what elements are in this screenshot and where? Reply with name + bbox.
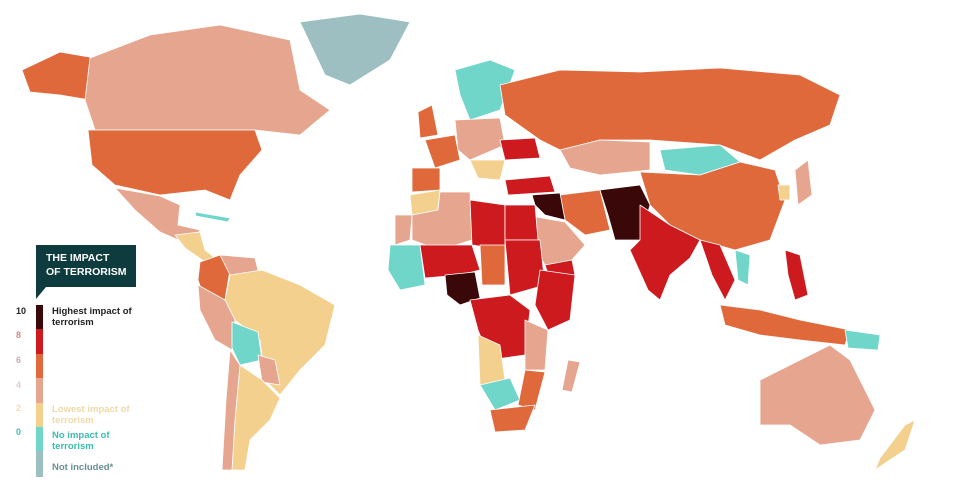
country-france <box>424 134 461 169</box>
country-india <box>629 204 701 301</box>
country-uk <box>417 104 439 139</box>
country-vietnam <box>734 249 751 286</box>
country-bolivia <box>231 321 263 366</box>
legend-title-line1: THE IMPACT <box>46 252 110 264</box>
country-australia <box>759 344 876 446</box>
country-cuba <box>194 211 231 223</box>
country-egypt <box>504 204 539 241</box>
legend-label-none: No impact of terrorism <box>52 430 110 452</box>
legend-label-highest: Highest impact of terrorism <box>52 306 132 328</box>
country-png <box>844 329 881 351</box>
country-myanmar-thailand <box>699 239 736 301</box>
legend-title: THE IMPACT OF TERRORISM <box>36 245 136 287</box>
country-philippines <box>784 249 809 301</box>
legend-tick-4: 4 <box>16 380 22 390</box>
country-chad <box>479 244 506 286</box>
country-libya <box>469 199 506 251</box>
country-greenland <box>299 13 411 86</box>
legend-color-bar <box>36 305 43 477</box>
country-ukraine <box>499 137 541 161</box>
country-paraguay <box>257 354 281 386</box>
country-alaska <box>21 51 96 101</box>
country-western-sahara <box>394 214 413 246</box>
country-canada <box>84 24 331 136</box>
country-south-africa <box>489 404 536 433</box>
country-scandinavia <box>454 59 516 121</box>
country-usa <box>87 129 263 201</box>
country-spain <box>411 167 441 193</box>
country-ethiopia-somalia <box>534 269 576 331</box>
country-korea <box>777 184 791 201</box>
country-mozambique <box>517 369 546 411</box>
legend-tick-0: 0 <box>16 427 22 437</box>
legend-title-pointer <box>36 287 46 299</box>
legend-tick-6: 6 <box>16 355 22 365</box>
legend-title-line2: OF TERRORISM <box>46 266 127 278</box>
country-kazakhstan <box>559 139 651 176</box>
country-balkans <box>469 159 506 181</box>
country-iraq-syria <box>531 192 566 221</box>
legend-tick-10: 10 <box>16 306 27 316</box>
legend-label-lowest: Lowest impact of terrorism <box>52 404 130 426</box>
country-japan <box>794 159 813 206</box>
country-new-zealand <box>874 419 916 471</box>
country-west-africa <box>387 244 426 291</box>
country-russia <box>499 67 841 161</box>
country-chile <box>221 349 241 471</box>
legend-tick-2: 2 <box>16 403 22 413</box>
country-turkey <box>504 175 556 196</box>
country-central-america <box>174 231 216 263</box>
country-mexico <box>114 187 201 246</box>
country-peru <box>197 284 236 351</box>
country-madagascar <box>561 359 581 393</box>
country-kenya-tanzania <box>524 319 549 371</box>
country-central-europe <box>454 117 506 161</box>
country-indonesia <box>719 304 851 346</box>
legend-tick-8: 8 <box>16 330 22 340</box>
legend-label-not-included: Not included* <box>52 462 114 473</box>
